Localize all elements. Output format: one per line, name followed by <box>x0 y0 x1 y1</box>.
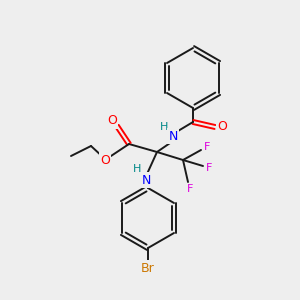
Text: F: F <box>187 184 193 194</box>
Text: F: F <box>206 163 212 173</box>
Text: H: H <box>160 122 168 132</box>
Text: H: H <box>133 164 141 174</box>
Text: F: F <box>204 142 210 152</box>
Text: O: O <box>100 154 110 166</box>
Text: O: O <box>107 115 117 128</box>
Text: Br: Br <box>141 262 155 275</box>
Text: N: N <box>141 173 151 187</box>
Text: O: O <box>217 121 227 134</box>
Text: N: N <box>168 130 178 142</box>
